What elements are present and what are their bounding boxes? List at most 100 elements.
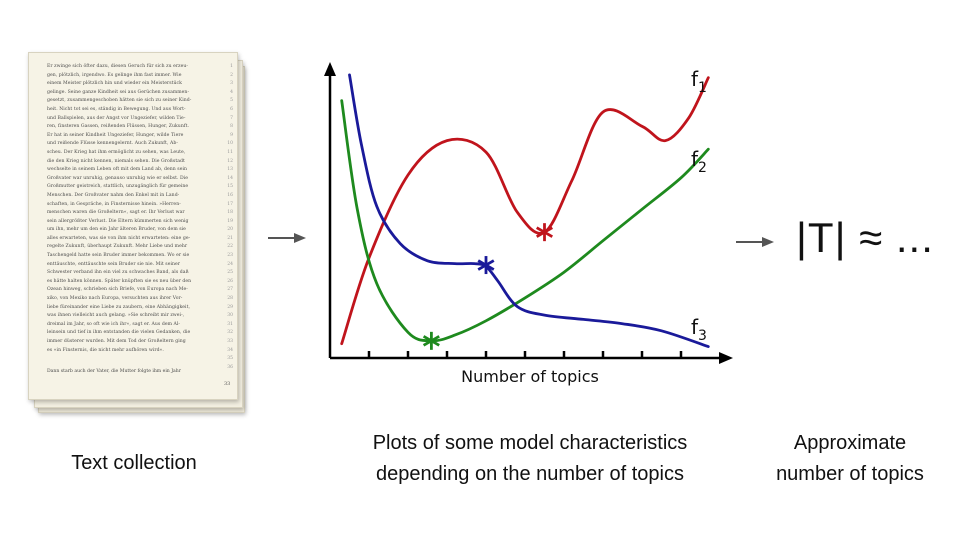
document-page-number: 33 [224,381,231,387]
document-line-number: 6 [230,106,233,112]
document-text-line: xiko, von Mexiko nach Europa, versuchten… [47,296,183,302]
document-text-line: alles erwarteten, was sie von ihm nicht … [47,235,191,241]
document-text-line: gelinge. Seine ganze Kindheit sei aus Ge… [47,89,190,95]
document-line-number: 10 [227,141,233,147]
document-line-number: 19 [227,218,233,224]
document-text-line: leinsein und tief in ihm entstanden die … [47,330,191,336]
document-line-number: 12 [227,158,233,164]
document-text-line: menschen waren die Großeltern«, sagt er.… [47,210,185,216]
series-marker-f2 [422,331,440,350]
document-text-line: Taschengeld hatte sein Bruder immer beko… [47,253,190,259]
document-text-line: Er hat in seiner Kindheit Ungeziefer, Hu… [47,132,184,138]
document-text-line: Er zwinge sich öfter dazu, diesen Geruch… [47,64,189,69]
document-line-number: 20 [227,227,233,233]
document-line-number: 13 [227,167,233,173]
x-axis-arrowhead [719,352,733,364]
document-text-line: Schwester verband ihn ein viel zu schwac… [47,270,189,276]
document-text-line: Großmutter geistreich, stattlich, unzugä… [47,184,189,190]
caption-approximate-line-1: Approximate [793,432,907,454]
caption-plots-line-2: depending on the number of topics [376,463,684,485]
document-line-number: 16 [227,192,233,198]
document-line-number: 21 [227,235,233,241]
document-text-line: es hätte halten können. Später knüpften … [47,278,192,284]
document-body-text: Er zwinge sich öfter dazu, diesen Geruch… [47,63,225,355]
model-characteristics-plot: f1 f2 f3 Number of topics [324,62,733,386]
y-axis-arrowhead [324,62,336,76]
document-line-numbers: 1 2 3 4 5 6 7 8 9 10 11 12 13 14 15 16 17 18 19 20 21 22 23 24 2… [227,63,233,372]
document-text-line: Menschen. Der Großvater nahm den Enkel m… [47,192,180,198]
series-line-f3 [348,73,710,348]
document-text-line: ren, finsteren Gassen, reißenden Flüssen… [47,124,189,130]
document-line-number: 33 [227,339,233,344]
document-line-number: 17 [227,201,233,207]
text-collection-document-stack: Er zwinge sich öfter dazu, diesen Geruch… [28,52,258,422]
x-axis-label: Number of topics [461,367,599,386]
document-line-number: 28 [227,296,233,302]
document-line-number: 7 [230,115,233,121]
document-text-line: es »in Finsternis, die nicht mehr aufhör… [47,347,164,353]
document-line-number: 26 [227,278,233,284]
document-text-line: gesetzt, zusammengeschoben hätten sie si… [47,98,192,104]
document-line-number: 24 [227,261,233,267]
document-text-line: Ozean hinweg, schrieben sich Briefe, von… [47,287,188,293]
document-text-line: enttäuschte, enttäuschte sein Bruder sie… [47,261,180,267]
document-line-number: 25 [227,270,233,276]
document-line-number: 30 [227,313,233,319]
document-text-line: Großvater war unruhig, genauso unruhig w… [47,175,189,181]
series-label-f2: f2 [691,147,707,176]
document-line-number: 3 [230,81,233,87]
document-line-number: 5 [230,98,233,104]
document-text-line: sein allergrößter Verlust. Die Eltern kü… [47,218,189,224]
document-line-number: 29 [227,304,233,310]
plot-axes [324,62,733,364]
series-label-f3: f3 [691,315,707,344]
document-text-line: gen, plötzlich, irgendwo. Es gelinge ihm… [47,72,182,78]
document-line-number: 14 [227,175,233,181]
series-line-f1 [340,76,710,346]
caption-text-collection: Text collection [71,452,197,474]
document-text-line: immer düsterer wurden. Mit dem Tod der G… [47,339,186,344]
document-line-number: 31 [227,321,233,327]
document-text-line: und Ballspielen, aus der Angst vor Ungez… [47,115,186,121]
document-text-line: einem Meister plötzlich hin und wieder e… [47,81,183,87]
caption-plots-line-1: Plots of some model characteristics [372,432,688,454]
document-line-number: 1 [230,64,233,69]
document-last-line: Dann starb auch der Vater, die Mutter fo… [47,369,181,374]
arrow-right-icon [736,237,774,247]
series-label-f1: f1 [691,67,707,96]
arrow-right-icon [268,233,306,243]
document-line-number: 4 [230,89,233,95]
series-marker-f1 [536,223,553,242]
document-text-line: und reißende Flüsse kennengelernt. Auch … [47,141,178,147]
document-text-line: die den Krieg nicht kennen, niemals sehe… [47,158,185,164]
caption-approximate: Approximate number of topics [752,428,948,490]
document-text-line: was ihnen vielleicht auch gelang. »Sie s… [47,313,185,319]
document-text-line: liebe füreinander eine Liebe zu zaubern,… [47,304,190,310]
document-text-line: um ihn, mehr um den ein Jahr älteren Bru… [47,227,186,233]
document-line-number: 15 [227,184,233,190]
document-text-line: wechselte in seinem Leben oft mit dem La… [47,167,187,173]
topic-count-approximation: |T| ≈ ... [796,214,934,261]
document-text-line: dreimal im Jahr, so oft wie ich ihr«, sa… [47,321,181,327]
document-line-number: 35 [227,356,233,362]
document-sheet-front: Er zwinge sich öfter dazu, diesen Geruch… [28,52,238,400]
document-line-number: 22 [227,244,233,250]
document-line-number: 27 [227,287,233,293]
document-line-number: 36 [227,364,233,370]
document-line-number: 11 [227,149,233,155]
document-line-number: 23 [227,253,233,259]
document-line-number: 34 [227,347,233,353]
series-marker-f3 [477,256,495,275]
caption-plots: Plots of some model characteristics depe… [318,428,742,490]
caption-approximate-line-2: number of topics [776,463,924,485]
document-text-line: regelte Zukunft, überhaupt Zukunft. Mehr… [47,244,188,250]
document-text-line: schaften, in Gespräche, in Finsternisse … [47,201,181,207]
document-line-number: 18 [227,210,233,216]
document-text-line: heit. Nicht tot sei es, ständig in Beweg… [47,106,186,112]
series-line-f2 [340,99,710,343]
document-line-number: 32 [227,330,233,336]
document-line-number: 2 [230,72,233,78]
document-line-number: 9 [230,132,233,138]
document-text-line: scheu. Der Krieg hat ihm ermöglicht zu s… [47,149,186,155]
document-line-number: 8 [230,124,233,130]
